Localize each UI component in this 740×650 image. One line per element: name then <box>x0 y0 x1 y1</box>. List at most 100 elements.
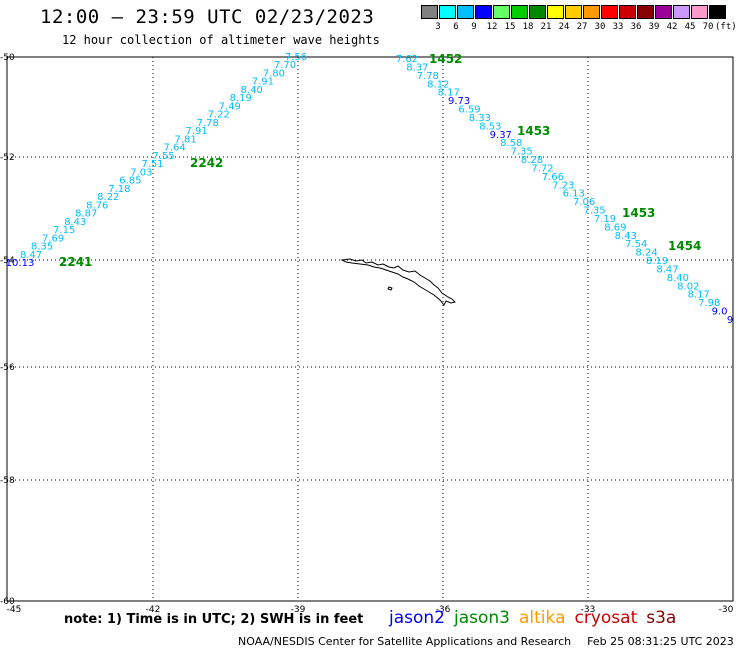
wave-height-label: 7.55 <box>152 151 174 162</box>
wave-height-label: 9.73 <box>448 96 470 107</box>
wave-height-label: 9.0 <box>712 307 728 318</box>
wave-height-label: 8.24 <box>635 248 657 259</box>
wave-height-label: 7.35 <box>510 147 532 158</box>
wave-height-label: 8.35 <box>31 242 53 253</box>
wave-height-label: 9.37 <box>490 130 512 141</box>
latitude-tick: -54 <box>0 256 15 266</box>
wave-height-label: 7.91 <box>252 77 274 88</box>
legend-swatch <box>691 5 708 19</box>
south-georgia-coastline <box>340 258 456 306</box>
wave-height-label: 6.59 <box>458 105 480 116</box>
wave-height-label: 9 <box>727 315 733 326</box>
legend-label: 18 <box>522 22 534 32</box>
credit-text: NOAA/NESDIS Center for Satellite Applica… <box>238 635 572 648</box>
legend-label: 27 <box>576 22 588 32</box>
wave-height-label: 10.13 <box>6 258 35 269</box>
mission-name: jason3 <box>454 608 510 628</box>
legend-label: 9 <box>471 22 477 32</box>
wave-height-label: 7.06 <box>573 197 595 208</box>
wave-height-label: 7.78 <box>417 71 439 82</box>
wave-height-label: 7.03 <box>130 167 152 178</box>
legend-swatch <box>493 5 510 19</box>
wave-height-label: 7.15 <box>53 225 75 236</box>
latitude-labels: -50 -52 -54 -56 -58 -60 <box>0 53 15 607</box>
wave-height-label: 7.51 <box>141 159 163 170</box>
wave-height-label: 8.28 <box>521 155 543 166</box>
pass-time-labels: 1452 1453 1453 1454 2242 2241 <box>59 52 701 269</box>
pass-time-label: 2241 <box>59 255 92 269</box>
wave-height-label: 8.53 <box>479 121 501 132</box>
legend-swatch <box>601 5 618 19</box>
longitude-tick: -30 <box>719 605 734 615</box>
wave-height-label: 6.13 <box>563 189 585 200</box>
wave-height-label: 7.62 <box>396 54 418 65</box>
longitude-tick: -39 <box>291 605 306 615</box>
map-title: 12:00 – 23:59 UTC 02/23/2023 <box>40 6 375 28</box>
altimeter-tracks: 10.138.478.357.697.158.438.878.768.227.1… <box>6 52 734 326</box>
legend-label: 45 <box>684 22 696 32</box>
pass-time-label: 1453 <box>517 124 550 138</box>
legend-swatch <box>439 5 456 19</box>
mission-name: cryosat <box>574 608 638 628</box>
mission-name: altika <box>519 608 566 628</box>
generated-timestamp: Feb 25 08:31:25 UTC 2023 <box>587 635 734 648</box>
wave-height-label: 8.37 <box>406 62 428 73</box>
wave-height-label: 8.17 <box>688 290 710 301</box>
wave-height-label: 7.70 <box>274 60 296 71</box>
wave-height-label: 8.17 <box>438 88 460 99</box>
wave-height-label: 7.66 <box>542 172 564 183</box>
wave-height-label: 8.47 <box>656 265 678 276</box>
legend-swatch <box>655 5 672 19</box>
map-frame <box>6 56 734 602</box>
map-subtitle: 12 hour collection of altimeter wave hei… <box>62 33 380 47</box>
longitude-labels: -45 -42 -39 -36 -33 -30 <box>7 605 734 615</box>
legend-swatch <box>421 5 438 19</box>
legend-unit: (ft) <box>715 22 737 32</box>
pass-time-label: 2242 <box>190 156 223 170</box>
legend-swatch <box>457 5 474 19</box>
legend-swatch <box>547 5 564 19</box>
wave-height-label: 7.19 <box>594 214 616 225</box>
wave-height-label: 7.23 <box>552 180 574 191</box>
legend-label: 42 <box>666 22 678 32</box>
wave-height-label: 8.02 <box>677 281 699 292</box>
wave-height-label: 8.12 <box>427 79 449 90</box>
wave-height-label: 8.22 <box>97 192 119 203</box>
wave-height-label: 8.58 <box>500 138 522 149</box>
legend-label: 30 <box>594 22 606 32</box>
latitude-tick: -52 <box>0 153 15 163</box>
wave-height-label: 7.80 <box>263 69 285 80</box>
wave-height-label: 8.40 <box>667 273 689 284</box>
graticule <box>7 57 733 601</box>
legend-label: 33 <box>612 22 624 32</box>
wave-height-label: 8.40 <box>241 85 263 96</box>
legend-label: 70 <box>702 22 714 32</box>
legend-swatch <box>565 5 582 19</box>
wave-height-label: 8.43 <box>615 231 637 242</box>
legend-label: 6 <box>453 22 459 32</box>
legend-label: 3 <box>435 22 441 32</box>
wave-height-label: 7.69 <box>42 233 64 244</box>
mission-name: s3a <box>646 608 677 628</box>
wave-height-label: 8.69 <box>604 222 626 233</box>
wave-height-label: 6.85 <box>119 176 141 187</box>
latitude-tick: -56 <box>0 363 15 373</box>
wave-height-label: 7.64 <box>163 143 185 154</box>
wave-height-label: 7.56 <box>285 52 307 63</box>
credit-line: NOAA/NESDIS Center for Satellite Applica… <box>238 635 740 648</box>
legend-label: 12 <box>486 22 498 32</box>
longitude-tick: -45 <box>7 605 22 615</box>
wave-height-label: 7.72 <box>531 164 553 175</box>
longitude-tick: -33 <box>581 605 596 615</box>
legend-swatch <box>673 5 690 19</box>
legend-swatch <box>583 5 600 19</box>
legend-swatch <box>529 5 546 19</box>
wave-height-label: 7.78 <box>197 118 219 129</box>
latitude-tick: -58 <box>0 476 15 486</box>
pass-time-label: 1454 <box>668 239 701 253</box>
latitude-tick: -60 <box>0 597 15 607</box>
footer-note: note: 1) Time is in UTC; 2) SWH is in fe… <box>64 612 364 627</box>
pass-time-label: 1453 <box>622 206 655 220</box>
wave-height-label: 8.19 <box>646 256 668 267</box>
